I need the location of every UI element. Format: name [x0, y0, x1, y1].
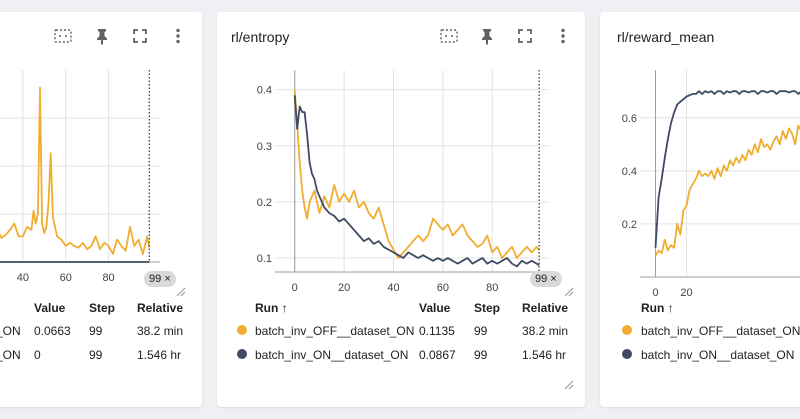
x-tick-label: 60	[60, 272, 72, 284]
x-tick-label: 20	[338, 282, 350, 294]
run-step: 99	[89, 324, 103, 338]
run-name: batch_inv_OFF__dataset_ON	[255, 324, 415, 338]
pin-icon[interactable]	[477, 26, 497, 46]
y-tick-label: 0.3	[257, 141, 272, 153]
run-name: batch_inv_OFF__dataset_ON	[641, 324, 800, 338]
series-line-batch_inv_ON__dataset_ON	[293, 95, 540, 268]
resize-handle-icon[interactable]	[562, 378, 574, 390]
run-value: 0.0867	[419, 348, 456, 362]
fit-domain-icon[interactable]	[439, 26, 459, 46]
series-line-batch_inv_OFF__dataset_ON	[293, 89, 540, 259]
fit-domain-icon[interactable]	[53, 26, 73, 46]
run-name: _ON	[0, 348, 21, 362]
run-value: 0	[34, 348, 41, 362]
close-icon[interactable]: ×	[550, 273, 557, 285]
x-tick-label: 20	[680, 287, 692, 299]
run-step: 99	[474, 324, 488, 338]
run-name: batch_inv_ON__dataset_ON	[255, 348, 409, 362]
run-name: batch_inv_ON__dataset_ON	[641, 348, 795, 362]
x-tick-label: 0	[652, 287, 658, 299]
sort-arrow-icon: ↑	[667, 301, 674, 315]
fullscreen-icon[interactable]	[515, 26, 535, 46]
x-tick-label: 60	[437, 282, 449, 294]
series-line-batch_inv_OFF__dataset_ON	[654, 124, 800, 257]
x-tick-label: 80	[102, 272, 114, 284]
y-tick-label: 0.2	[257, 197, 272, 209]
left-chart-card: 40 60 80 99 × Value Step Relative _ON 0.06…	[0, 12, 202, 407]
y-tick-label: 0.6	[622, 113, 637, 125]
run-value: 0.1135	[419, 324, 455, 338]
resize-handle-icon[interactable]	[174, 285, 186, 297]
card-title: rl/entropy	[231, 29, 290, 45]
run-color-dot	[622, 325, 632, 335]
series-line-batch_inv_ON__dataset_ON	[654, 90, 800, 248]
run-color-dot	[237, 325, 247, 335]
x-tick-label: 80	[486, 282, 498, 294]
run-relative: 38.2 min	[137, 324, 184, 338]
x-tick-label: 40	[17, 272, 29, 284]
relative-column-header[interactable]: Relative	[522, 301, 569, 315]
series-line-batch_inv_OFF__dataset_ON	[0, 86, 151, 255]
run-column-header[interactable]: Run ↑	[641, 301, 674, 315]
step-marker-badge[interactable]: 99 ×	[144, 271, 176, 287]
run-name: _ON	[0, 324, 21, 338]
step-marker-badge[interactable]: 99 ×	[530, 271, 562, 287]
run-relative: 38.2 min	[522, 324, 569, 338]
more-vert-icon[interactable]	[168, 26, 188, 46]
run-color-dot	[622, 349, 632, 359]
more-vert-icon[interactable]	[553, 26, 573, 46]
y-tick-label: 0.4	[257, 85, 272, 97]
pin-icon[interactable]	[92, 26, 112, 46]
y-tick-label: 0.2	[622, 219, 637, 231]
run-relative: 1.546 hr	[522, 348, 567, 362]
step-column-header[interactable]: Step	[89, 301, 116, 315]
close-icon[interactable]: ×	[164, 273, 171, 285]
run-color-dot	[237, 349, 247, 359]
entropy-chart-card: rl/entropy 0 20 40 60 80 0.1 0.2 0.3 0.4 99 × Ru…	[217, 12, 585, 407]
reward-line-chart: 0 20 0.2 0.4 0.6	[622, 70, 800, 299]
fullscreen-icon[interactable]	[130, 26, 150, 46]
y-tick-label: 0.4	[622, 166, 637, 178]
left-line-chart: 40 60 80	[0, 70, 160, 284]
step-column-header[interactable]: Step	[474, 301, 501, 315]
reward-chart-card: rl/reward_mean 0 20 0.2 0.4 0.6 Run ↑ batch_…	[600, 12, 800, 407]
x-tick-label: 40	[387, 282, 399, 294]
relative-column-header[interactable]: Relative	[137, 301, 184, 315]
card-title: rl/reward_mean	[617, 29, 715, 45]
run-column-header[interactable]: Run ↑	[255, 301, 288, 315]
resize-handle-icon[interactable]	[562, 285, 574, 297]
entropy-line-chart: 0 20 40 60 80 0.1 0.2 0.3 0.4	[257, 70, 549, 294]
value-column-header[interactable]: Value	[34, 301, 66, 315]
run-step: 99	[89, 348, 103, 362]
run-value: 0.0663	[34, 324, 71, 338]
sort-arrow-icon: ↑	[281, 301, 288, 315]
run-step: 99	[474, 348, 488, 362]
value-column-header[interactable]: Value	[419, 301, 451, 315]
run-relative: 1.546 hr	[137, 348, 182, 362]
y-tick-label: 0.1	[257, 253, 272, 265]
x-tick-label: 0	[292, 282, 298, 294]
